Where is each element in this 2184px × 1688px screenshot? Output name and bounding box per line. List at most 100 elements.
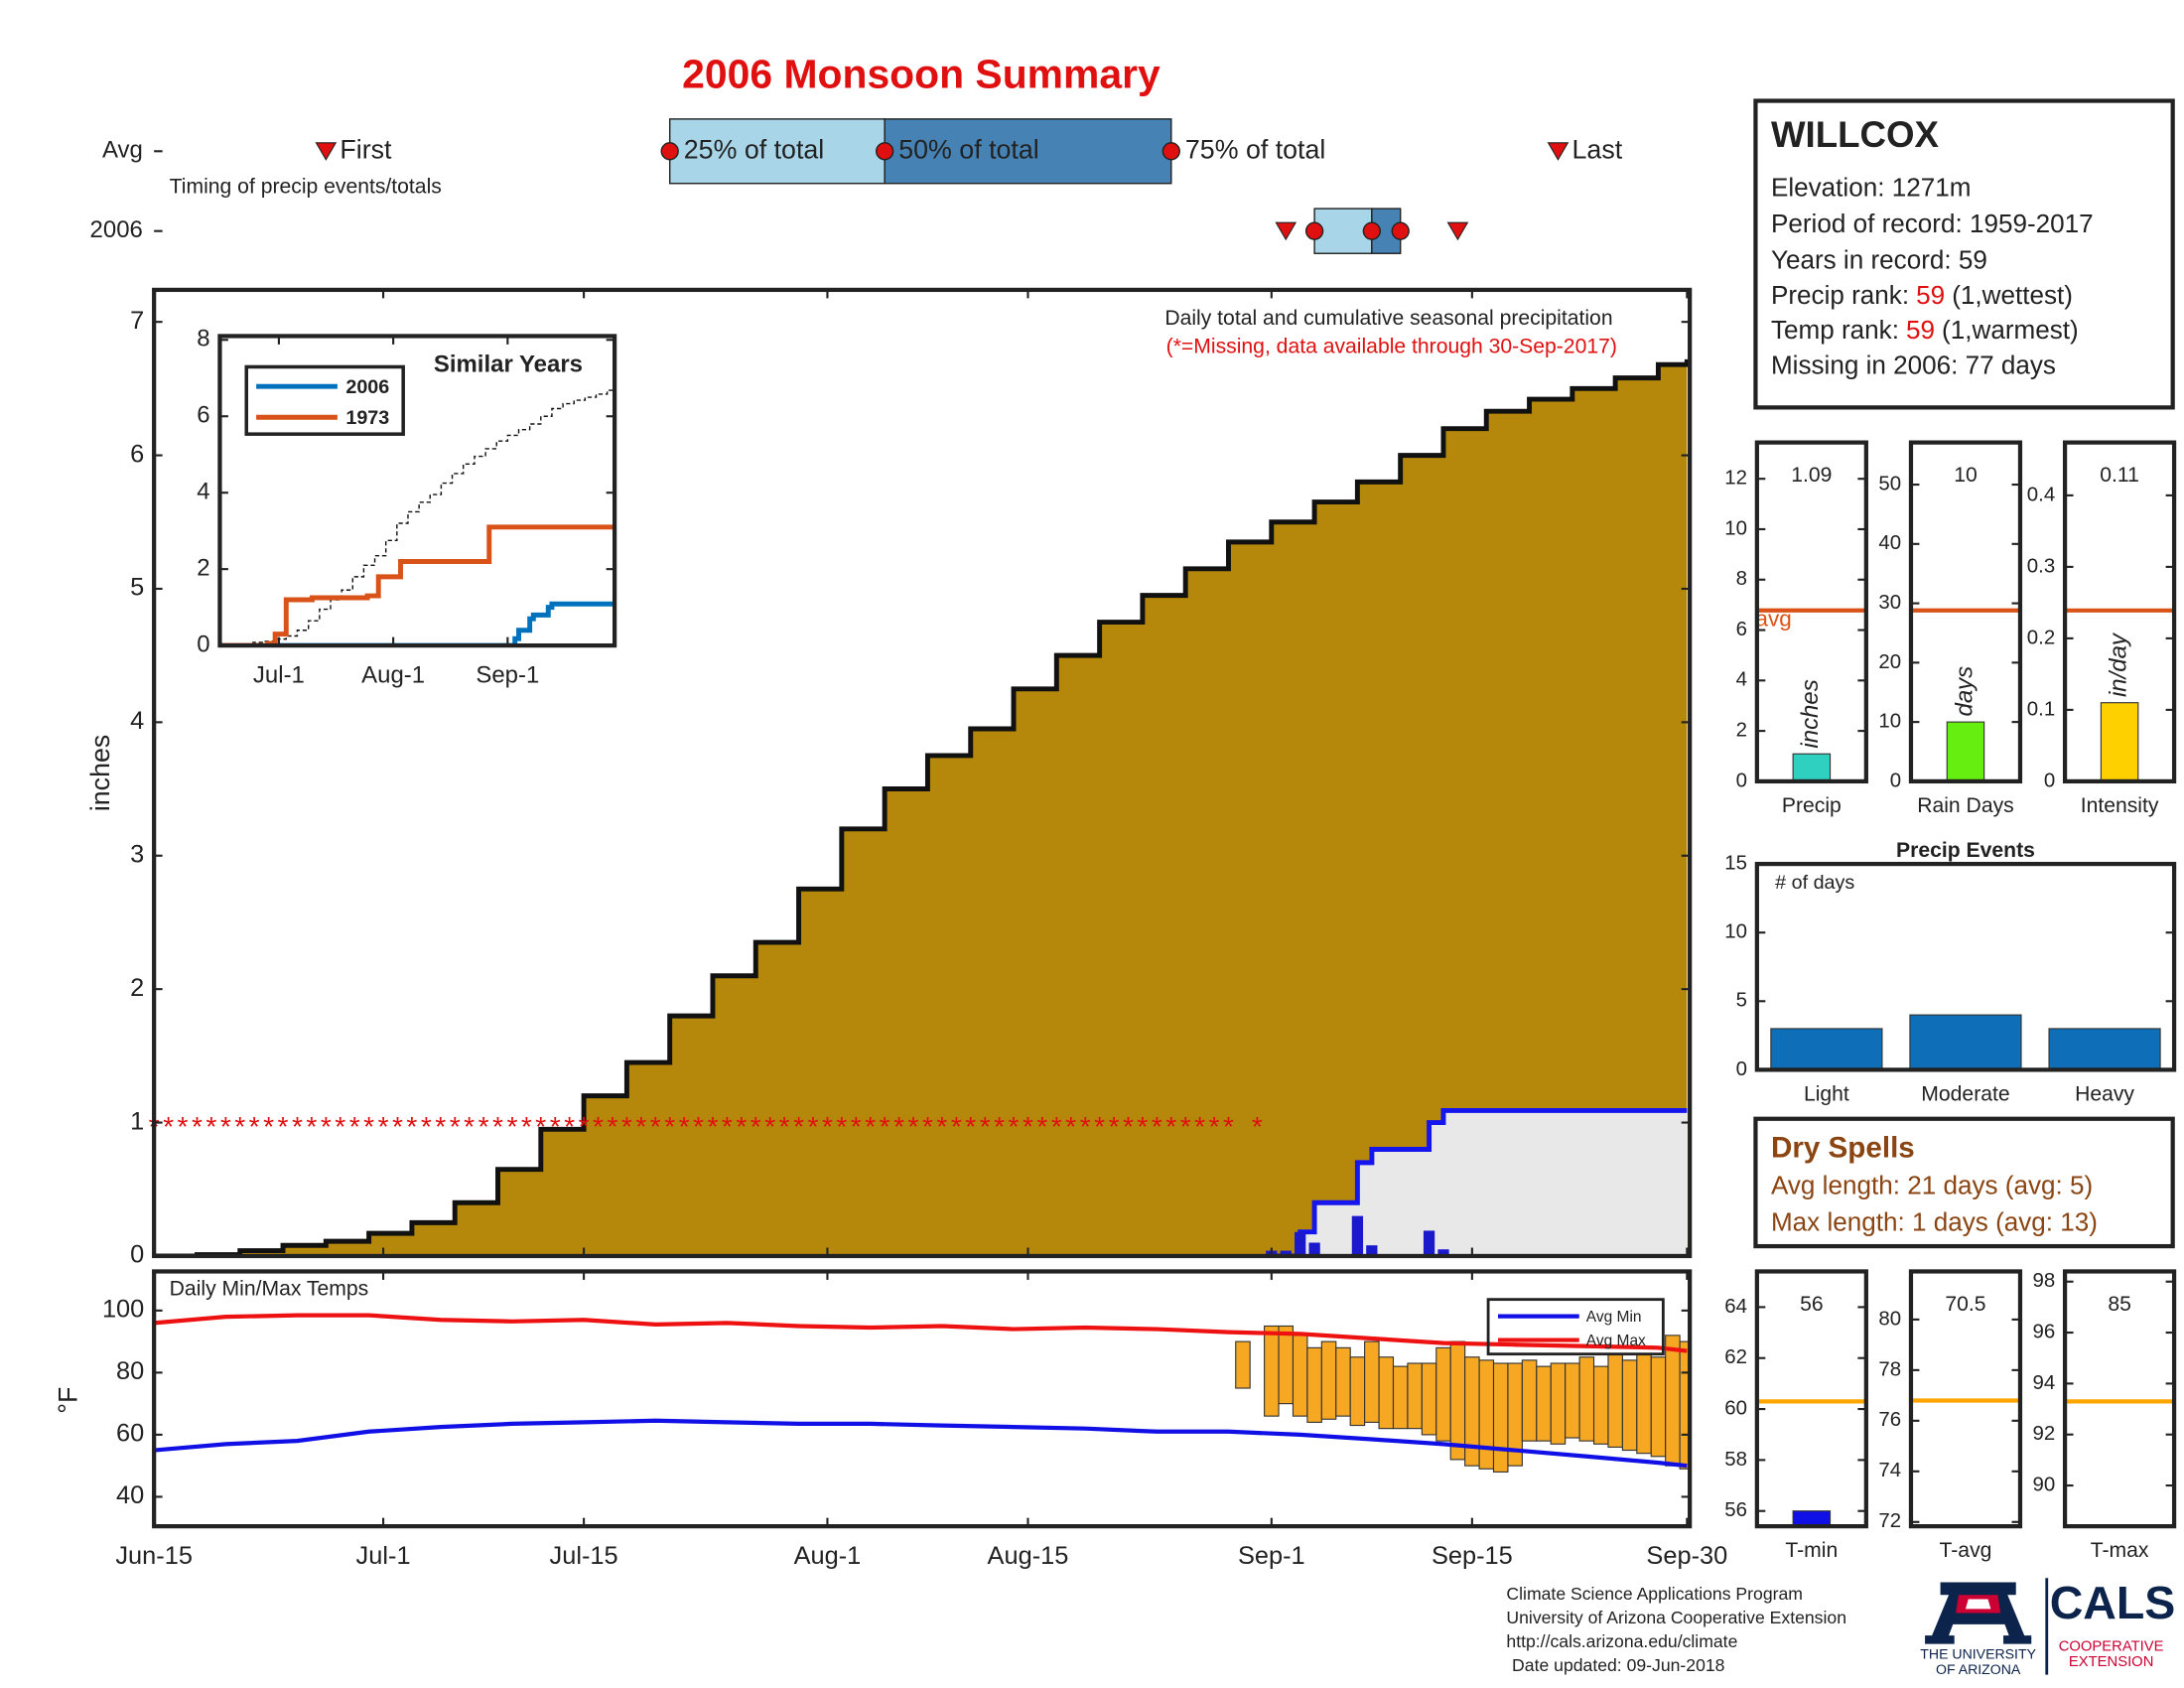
- quartile-marker: [1161, 142, 1180, 161]
- y-tick-label: 10: [1878, 710, 1901, 733]
- missing-marker: *: [693, 1110, 704, 1142]
- missing-marker: *: [492, 1110, 503, 1142]
- missing-marker: *: [1209, 1110, 1220, 1142]
- x-tick-label: Jul-1: [356, 1542, 411, 1570]
- missing-marker: *: [936, 1110, 947, 1142]
- missing-marker: *: [363, 1110, 374, 1142]
- station-rank: Precip rank: 59 (1,wettest): [1771, 280, 2073, 310]
- x-tick-label: Jul-1: [253, 661, 305, 688]
- x-tick-label: Aug-15: [988, 1542, 1069, 1570]
- y-tick-label: 0: [1736, 769, 1747, 791]
- x-tick-label: Light: [1804, 1082, 1849, 1105]
- dry-spells-box: [1753, 1116, 2175, 1249]
- unit-label: days: [1951, 666, 1978, 717]
- missing-marker: *: [965, 1110, 976, 1142]
- plot-area: [2100, 702, 2139, 781]
- value-label: 1.09: [1791, 464, 1832, 487]
- missing-marker: *: [880, 1110, 890, 1142]
- temp-range-bar: [1607, 1353, 1623, 1448]
- temp-range-bar: [1521, 1359, 1538, 1442]
- temp-range-bar: [1492, 1362, 1509, 1473]
- x-tick-label: T-max: [2091, 1539, 2149, 1562]
- y-tick-label: 2: [130, 974, 144, 1002]
- missing-marker: *: [1065, 1110, 1076, 1142]
- x-tick-label: Jul-15: [550, 1542, 618, 1570]
- rank-note: (1,wettest): [1952, 280, 2073, 310]
- missing-marker: *: [708, 1110, 719, 1142]
- missing-marker: *: [1051, 1110, 1062, 1142]
- y-tick-label: 72: [1878, 1509, 1901, 1532]
- missing-marker: *: [1223, 1110, 1234, 1142]
- temp-range-bar: [1478, 1359, 1495, 1470]
- station-line: Elevation: 1271m: [1771, 172, 1972, 202]
- panel-frame: [2062, 440, 2177, 784]
- missing-marker: *: [406, 1110, 417, 1142]
- x-tick-label: Moderate: [1921, 1082, 2009, 1105]
- quartile-box: [668, 118, 886, 185]
- y-tick-label: 10: [1724, 516, 1747, 539]
- y-tick-label: 5: [130, 574, 144, 602]
- dry-spells-line: Max length: 1 days (avg: 13): [1771, 1206, 2098, 1236]
- y-tick-label: 8: [1736, 567, 1747, 590]
- missing-marker: *: [908, 1110, 919, 1142]
- missing-marker: *: [521, 1110, 532, 1142]
- series-line: [154, 1418, 1688, 1469]
- quartile-marker: [1391, 221, 1410, 240]
- missing-marker: *: [435, 1110, 446, 1142]
- unit-label: in/day: [2105, 632, 2131, 697]
- chart-title: Precip Events: [1896, 839, 2035, 862]
- missing-marker: *: [793, 1110, 804, 1142]
- chart-title: Daily Min/Max Temps: [170, 1277, 369, 1300]
- missing-marker: *: [292, 1110, 303, 1142]
- y-tick-label: 92: [2032, 1422, 2055, 1445]
- legend-label: 2006: [345, 376, 389, 398]
- footer-line: University of Arizona Cooperative Extens…: [1506, 1608, 1846, 1627]
- season-area: [1271, 1110, 1688, 1256]
- temp-range-bar: [1421, 1362, 1437, 1436]
- y-axis-label: °F: [54, 1387, 83, 1414]
- annotation: Daily total and cumulative seasonal prec…: [1164, 307, 1612, 330]
- missing-marker: *: [1252, 1110, 1263, 1142]
- temp-range-bar: [1636, 1353, 1652, 1455]
- average-label: avg: [1755, 607, 1791, 632]
- series-line: [219, 601, 615, 646]
- average-line: [154, 358, 1690, 1256]
- missing-marker: *: [1165, 1110, 1176, 1142]
- x-tick-label: Sep-30: [1646, 1542, 1727, 1570]
- y-tick-label: 40: [1878, 531, 1901, 554]
- missing-marker: *: [593, 1110, 604, 1142]
- missing-marker: *: [1109, 1110, 1120, 1142]
- y-tick-label: 2: [1736, 719, 1747, 742]
- daily-bar: [1295, 1231, 1306, 1256]
- y-tick-label: 4: [1736, 668, 1747, 691]
- missing-marker: *: [980, 1110, 991, 1142]
- x-tick-label: Jun-15: [115, 1542, 193, 1570]
- missing-marker: *: [808, 1110, 819, 1142]
- y-tick-label: 90: [2032, 1473, 2055, 1495]
- station-line: Years in record: 59: [1771, 245, 1987, 275]
- missing-marker: *: [421, 1110, 432, 1142]
- y-tick-label: 100: [102, 1296, 144, 1324]
- y-tick-label: 60: [1724, 1396, 1747, 1419]
- missing-marker: *: [450, 1110, 461, 1142]
- y-tick-label: 40: [116, 1481, 144, 1509]
- temp-range-bar: [1407, 1362, 1423, 1430]
- y-tick-label: 96: [2032, 1320, 2055, 1342]
- temp-range-bar: [1449, 1340, 1466, 1461]
- y-tick-label: 62: [1724, 1345, 1747, 1368]
- temp-range-bar: [1278, 1325, 1295, 1405]
- missing-marker: *: [1080, 1110, 1091, 1142]
- missing-marker: *: [220, 1110, 231, 1142]
- event-marker: [1547, 142, 1570, 161]
- y-tick-label: 74: [1878, 1459, 1901, 1481]
- y-tick-label: 0: [130, 1241, 144, 1269]
- missing-marker: *: [1009, 1110, 1020, 1142]
- panel-frame: [1754, 440, 1868, 784]
- y-tick-label: 5: [1736, 989, 1747, 1012]
- marker-label: 75% of total: [1185, 134, 1325, 164]
- footer-line: http://cals.arizona.edu/climate: [1506, 1631, 1737, 1651]
- missing-marker: *: [535, 1110, 546, 1142]
- y-axis-label: inches: [85, 735, 115, 811]
- y-tick-label: 4: [197, 479, 209, 505]
